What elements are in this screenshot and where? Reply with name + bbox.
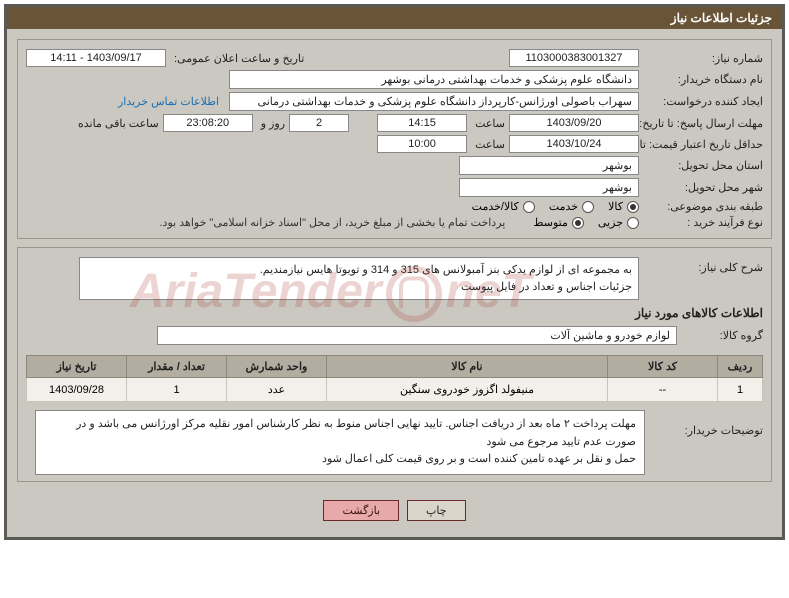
header-bar: جزئیات اطلاعات نیاز bbox=[7, 7, 782, 29]
info-panel: شماره نیاز: 1103000383001327 تاریخ و ساع… bbox=[17, 39, 772, 239]
valid-label: حداقل تاریخ اعتبار قیمت: تا تاریخ: bbox=[643, 138, 763, 151]
announce-label: تاریخ و ساعت اعلان عمومی: bbox=[170, 52, 304, 65]
time-remain: 23:08:20 bbox=[163, 114, 253, 132]
radio-service-label: خدمت bbox=[549, 200, 578, 213]
days-remain: 2 bbox=[289, 114, 349, 132]
cell-qty: 1 bbox=[127, 378, 227, 402]
radio-partial[interactable] bbox=[627, 217, 639, 229]
cell-idx: 1 bbox=[718, 378, 763, 402]
col-code: کد کالا bbox=[608, 356, 718, 378]
radio-medium-label: متوسط bbox=[533, 216, 568, 229]
city-label: شهر محل تحویل: bbox=[643, 181, 763, 194]
city-value: بوشهر bbox=[459, 178, 639, 197]
group-label: گروه کالا: bbox=[683, 329, 763, 342]
remain-label: ساعت باقی مانده bbox=[74, 117, 159, 130]
button-bar: چاپ بازگشت bbox=[17, 490, 772, 527]
goods-section-title: اطلاعات کالاهای مورد نیاز bbox=[26, 306, 763, 320]
province-label: استان محل تحویل: bbox=[643, 159, 763, 172]
cell-code: -- bbox=[608, 378, 718, 402]
buyer-desc-box: مهلت پرداخت ۲ ماه بعد از دریافت اجناس. ت… bbox=[35, 410, 645, 475]
header-title: جزئیات اطلاعات نیاز bbox=[671, 11, 772, 25]
buyer-desc-label: توضیحات خریدار: bbox=[653, 410, 763, 437]
content-area: شماره نیاز: 1103000383001327 تاریخ و ساع… bbox=[7, 29, 782, 537]
buyer-label: نام دستگاه خریدار: bbox=[643, 73, 763, 86]
resp-date-value: 1403/09/20 bbox=[509, 114, 639, 132]
table-row: 1 -- منیفولد اگزوز خودروی سنگین عدد 1 14… bbox=[27, 378, 763, 402]
goods-tbody: 1 -- منیفولد اگزوز خودروی سنگین عدد 1 14… bbox=[27, 378, 763, 402]
summary-label: شرح کلی نیاز: bbox=[643, 257, 763, 274]
radio-medium[interactable] bbox=[572, 217, 584, 229]
col-unit: واحد شمارش bbox=[227, 356, 327, 378]
category-label: طبقه بندی موضوعی: bbox=[643, 200, 763, 213]
summary-line2: جزئیات اجناس و تعداد در فایل پیوست bbox=[86, 279, 632, 296]
province-value: بوشهر bbox=[459, 156, 639, 175]
radio-goods[interactable] bbox=[627, 201, 639, 213]
goods-header-row: ردیف کد کالا نام کالا واحد شمارش تعداد /… bbox=[27, 356, 763, 378]
summary-text: به مجموعه ای از لوازم یدکی بنز آمبولانس … bbox=[79, 257, 639, 300]
creator-label: ایجاد کننده درخواست: bbox=[643, 95, 763, 108]
col-row: ردیف bbox=[718, 356, 763, 378]
valid-time-value: 10:00 bbox=[377, 135, 467, 153]
buyer-value: دانشگاه علوم پزشکی و خدمات بهداشتی درمان… bbox=[229, 70, 639, 89]
col-qty: تعداد / مقدار bbox=[127, 356, 227, 378]
day-and-label: روز و bbox=[257, 117, 285, 130]
back-button[interactable]: بازگشت bbox=[323, 500, 399, 521]
hour-label-2: ساعت bbox=[471, 138, 505, 151]
hour-label-1: ساعت bbox=[471, 117, 505, 130]
col-name: نام کالا bbox=[327, 356, 608, 378]
process-note: پرداخت تمام یا بخشی از مبلغ خرید، از محل… bbox=[160, 216, 506, 229]
cell-name: منیفولد اگزوز خودروی سنگین bbox=[327, 378, 608, 402]
buyer-desc-line1: مهلت پرداخت ۲ ماه بعد از دریافت اجناس. ت… bbox=[44, 416, 636, 451]
radio-partial-label: جزیی bbox=[598, 216, 623, 229]
buyer-contact-link[interactable]: اطلاعات تماس خریدار bbox=[118, 95, 219, 108]
print-button[interactable]: چاپ bbox=[407, 500, 466, 521]
process-label: نوع فرآیند خرید : bbox=[643, 216, 763, 229]
cell-unit: عدد bbox=[227, 378, 327, 402]
process-radios: جزیی متوسط bbox=[533, 216, 639, 229]
creator-value: سهراب باصولی اورژانس-کارپرداز دانشگاه عل… bbox=[229, 92, 639, 111]
group-value: لوازم خودرو و ماشین آلات bbox=[157, 326, 677, 345]
radio-service[interactable] bbox=[582, 201, 594, 213]
announce-value: 1403/09/17 - 14:11 bbox=[26, 49, 166, 67]
valid-date-value: 1403/10/24 bbox=[509, 135, 639, 153]
category-radios: کالا خدمت کالا/خدمت bbox=[472, 200, 639, 213]
buyer-desc-line2: حمل و نقل بر عهده تامین کننده است و بر ر… bbox=[44, 451, 636, 469]
resp-time-value: 14:15 bbox=[377, 114, 467, 132]
resp-deadline-label: مهلت ارسال پاسخ: تا تاریخ: bbox=[643, 117, 763, 130]
goods-table: ردیف کد کالا نام کالا واحد شمارش تعداد /… bbox=[26, 355, 763, 402]
col-date: تاریخ نیاز bbox=[27, 356, 127, 378]
radio-both[interactable] bbox=[523, 201, 535, 213]
radio-goods-label: کالا bbox=[608, 200, 623, 213]
need-no-label: شماره نیاز: bbox=[643, 52, 763, 65]
summary-line1: به مجموعه ای از لوازم یدکی بنز آمبولانس … bbox=[86, 262, 632, 279]
summary-panel: شرح کلی نیاز: به مجموعه ای از لوازم یدکی… bbox=[17, 247, 772, 482]
need-no-value: 1103000383001327 bbox=[509, 49, 639, 67]
radio-both-label: کالا/خدمت bbox=[472, 200, 519, 213]
cell-date: 1403/09/28 bbox=[27, 378, 127, 402]
main-frame: جزئیات اطلاعات نیاز شماره نیاز: 11030003… bbox=[4, 4, 785, 540]
